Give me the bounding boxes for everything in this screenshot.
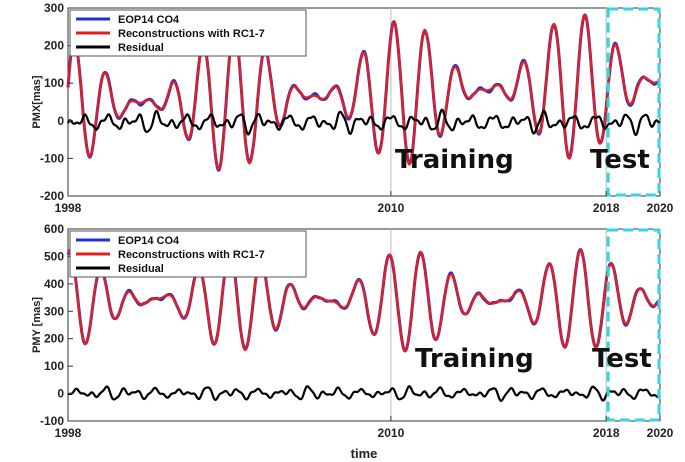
training-annotation-pmx: Training (395, 145, 514, 175)
test-annotation-pmy: Test (592, 344, 652, 374)
y-tick-label: 400 (44, 277, 64, 291)
test-region-box-pmx (606, 7, 661, 197)
y-axis-label-pmy: PMY [mas] (31, 297, 43, 353)
y-tick-label: 300 (44, 304, 64, 318)
series-line-residual (66, 108, 661, 137)
legend-label-eop: EOP14 CO4 (118, 235, 180, 247)
x-tick-label: 2010 (378, 426, 405, 440)
y-tick-label: 0 (57, 114, 64, 128)
series-line-reconstructions-with-rc1-7 (66, 13, 661, 171)
test-annotation-pmx: Test (590, 145, 650, 175)
y-tick-label: 0 (57, 387, 64, 401)
series-line-residual (67, 385, 661, 402)
legend-pmx: EOP14 CO4 Reconstructions with RC1-7 Res… (69, 9, 307, 57)
panel-pmy: -100 0 100 200 300 400 500 600 1998 2010 2018 2020… (31, 222, 674, 461)
y-tick-label: -100 (40, 151, 64, 165)
x-tick-label: 2020 (647, 201, 674, 215)
y-tick-label: 100 (44, 76, 64, 90)
legend-label-residual: Residual (118, 263, 164, 275)
legend-pmy: EOP14 CO4 Reconstructions with RC1-7 Res… (69, 230, 307, 278)
legend-label-recon: Reconstructions with RC1-7 (118, 249, 265, 261)
legend-label-eop: EOP14 CO4 (118, 14, 180, 26)
y-tick-label: 100 (44, 359, 64, 373)
legend-label-residual: Residual (118, 42, 164, 54)
x-axis-label: time (351, 446, 378, 461)
y-tick-label: 600 (44, 222, 64, 236)
y-axis-label-pmx: PMX[mas] (31, 75, 43, 129)
x-tick-label: 2010 (378, 201, 405, 215)
x-tick-label: 1998 (55, 426, 82, 440)
y-tick-label: 300 (44, 1, 64, 15)
y-tick-label: -100 (40, 414, 64, 428)
legend-label-recon: Reconstructions with RC1-7 (118, 28, 265, 40)
x-tick-label: 2020 (647, 426, 674, 440)
x-tick-label: 1998 (55, 201, 82, 215)
y-tick-label: 200 (44, 332, 64, 346)
panel-pmx: -200 -100 0 100 200 300 1998 2010 2018 2020 PMX[… (31, 1, 674, 215)
y-tick-label: 500 (44, 249, 64, 263)
x-tick-label: 2018 (593, 426, 620, 440)
y-tick-label: -200 (40, 189, 64, 203)
training-annotation-pmy: Training (415, 344, 534, 374)
x-tick-label: 2018 (593, 201, 620, 215)
series-line-reconstructions-with-rc1-7 (66, 247, 661, 353)
y-tick-label: 200 (44, 39, 64, 53)
